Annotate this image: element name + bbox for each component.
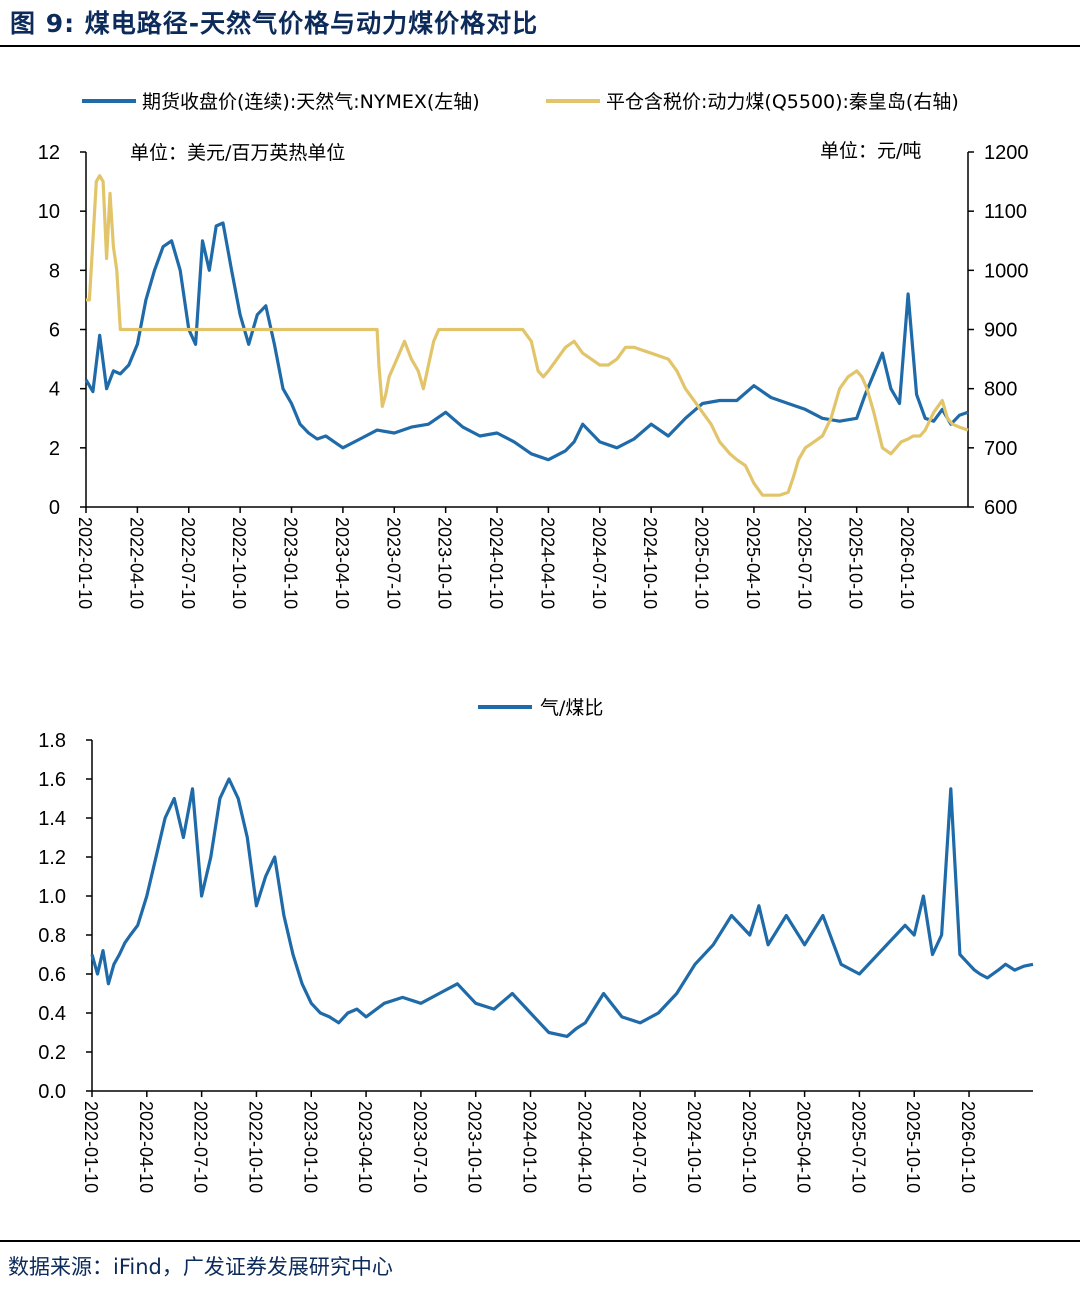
y-left-tick-label: 1.4	[38, 808, 66, 830]
x-tick-label: 2022-07-10	[178, 517, 198, 609]
y-left-tick-label: 0	[49, 497, 60, 519]
x-tick-label: 2025-01-10	[739, 1101, 759, 1193]
x-tick-label: 2022-01-10	[75, 517, 95, 609]
y-right-tick-label: 1000	[984, 260, 1029, 282]
x-tick-label: 2024-07-10	[629, 1101, 649, 1193]
y-left-tick-label: 0.4	[38, 1003, 66, 1025]
x-tick-label: 2024-10-10	[640, 517, 660, 609]
y-right-tick-label: 600	[984, 497, 1017, 519]
x-tick-label: 2023-07-10	[383, 517, 403, 609]
legend-ratio-label: 气/煤比	[540, 697, 603, 719]
series-line-gas-nymex	[84, 221, 969, 462]
x-tick-label: 2022-01-10	[81, 1101, 101, 1193]
x-tick-label: 2024-04-10	[574, 1101, 594, 1193]
x-tick-label: 2025-07-10	[794, 517, 814, 609]
chart2-lines	[90, 777, 1034, 1038]
y-left-tick-label: 8	[49, 260, 60, 282]
x-tick-label: 2025-01-10	[692, 517, 712, 609]
x-tick-label: 2025-07-10	[848, 1101, 868, 1193]
x-tick-label: 2023-01-10	[281, 517, 301, 609]
source-note: 数据来源：iFind，广发证券发展研究中心	[8, 1255, 393, 1279]
figure-title: 图 9: 煤电路径-天然气价格与动力煤价格对比	[10, 9, 539, 38]
top-rule	[0, 45, 1080, 47]
chart-gas-coal-ratio: 气/煤比 0.0 0.2 0.4 0.6 0.8 1.0 1.2 1.4 1.6 1.8 2022-…	[38, 697, 1034, 1193]
y-right-tick-label: 1200	[984, 142, 1029, 164]
y-left-tick-label: 6	[49, 320, 60, 342]
legend-coal-label: 平仓含税价:动力煤(Q5500):秦皇岛(右轴)	[606, 91, 959, 113]
x-tick-label: 2024-01-10	[520, 1101, 540, 1193]
y-right-tick-label: 900	[984, 320, 1017, 342]
x-tick-label: 2026-01-10	[897, 517, 917, 609]
y-left-tick-label: 4	[49, 379, 60, 401]
x-tick-label: 2022-10-10	[229, 517, 249, 609]
y-left-tick-label: 0.6	[38, 964, 66, 986]
series-line-gas-coal-ratio	[90, 777, 1034, 1038]
chart1-legend: 期货收盘价(连续):天然气:NYMEX(左轴) 平仓含税价:动力煤(Q5500)…	[82, 91, 959, 113]
x-tick-label: 2025-04-10	[743, 517, 763, 609]
x-tick-label: 2024-01-10	[486, 517, 506, 609]
y-left-tick-label: 1.0	[38, 886, 66, 908]
y-left-tick-label: 0.2	[38, 1042, 66, 1064]
x-tick-label: 2023-07-10	[410, 1101, 430, 1193]
y-right-tick-label: 1100	[984, 201, 1027, 223]
x-tick-label: 2022-04-10	[126, 517, 146, 609]
y-right-tick-label: 800	[984, 379, 1017, 401]
x-tick-label: 2022-07-10	[191, 1101, 211, 1193]
unit-left-label: 单位：美元/百万英热单位	[130, 142, 345, 164]
x-tick-label: 2026-01-10	[958, 1101, 978, 1193]
legend-gas-label: 期货收盘价(连续):天然气:NYMEX(左轴)	[142, 91, 480, 113]
x-tick-label: 2023-01-10	[300, 1101, 320, 1193]
chart1-lines	[84, 174, 969, 497]
x-tick-label: 2023-04-10	[332, 517, 352, 609]
x-tick-label: 2024-04-10	[537, 517, 557, 609]
y-left-tick-label: 10	[38, 201, 60, 223]
x-tick-label: 2022-04-10	[136, 1101, 156, 1193]
x-tick-label: 2025-04-10	[794, 1101, 814, 1193]
chart-gas-coal-price: 期货收盘价(连续):天然气:NYMEX(左轴) 平仓含税价:动力煤(Q5500)…	[38, 91, 1029, 609]
x-tick-label: 2024-10-10	[684, 1101, 704, 1193]
y-left-tick-label: 12	[38, 142, 60, 164]
y-right-tick-label: 700	[984, 438, 1017, 460]
bottom-rule	[0, 1240, 1080, 1242]
series-line-coal-qhd	[86, 174, 969, 497]
x-tick-label: 2025-10-10	[903, 1101, 923, 1193]
y-left-tick-label: 1.6	[38, 769, 66, 791]
chart1-axes: 0 2 4 6 8 10 12 600 700 800 900 1000 1100 1200 2022-01…	[38, 142, 1029, 609]
chart2-axes: 0.0 0.2 0.4 0.6 0.8 1.0 1.2 1.4 1.6 1.8 2022-01-10…	[38, 730, 1033, 1193]
y-left-tick-label: 0.0	[38, 1081, 66, 1103]
y-left-tick-label: 0.8	[38, 925, 66, 947]
y-left-tick-label: 2	[49, 438, 60, 460]
y-left-tick-label: 1.8	[38, 730, 66, 752]
y-left-tick-label: 1.2	[38, 847, 66, 869]
x-tick-label: 2023-10-10	[435, 517, 455, 609]
x-tick-label: 2023-10-10	[465, 1101, 485, 1193]
x-tick-label: 2022-10-10	[245, 1101, 265, 1193]
x-tick-label: 2024-07-10	[589, 517, 609, 609]
x-tick-label: 2023-04-10	[355, 1101, 375, 1193]
unit-right-label: 单位：元/吨	[820, 140, 921, 162]
x-tick-label: 2025-10-10	[846, 517, 866, 609]
chart2-legend: 气/煤比	[478, 697, 603, 719]
